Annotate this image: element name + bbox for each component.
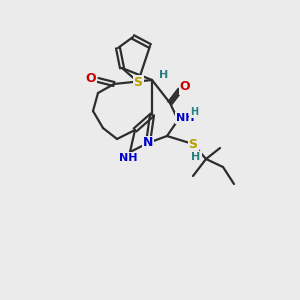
Text: N: N — [143, 136, 153, 149]
Text: O: O — [180, 80, 190, 94]
Text: NH: NH — [119, 153, 137, 163]
Text: NH: NH — [176, 113, 194, 123]
Text: S: S — [188, 137, 197, 151]
Text: H: H — [159, 70, 169, 80]
Text: H: H — [191, 152, 201, 162]
Text: S: S — [134, 76, 142, 88]
Text: O: O — [86, 71, 96, 85]
Text: H: H — [190, 107, 198, 117]
